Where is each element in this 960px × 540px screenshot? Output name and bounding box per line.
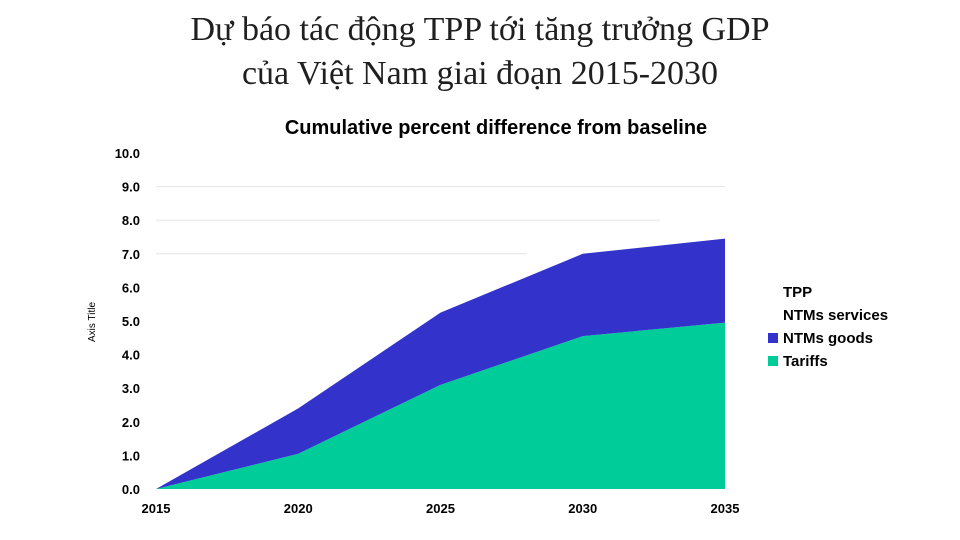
legend-swatch [768, 310, 778, 320]
y-tick-label: 1.0 [122, 448, 140, 463]
x-tick-label: 2025 [426, 501, 455, 516]
slide-title: Dự báo tác động TPP tới tăng trưởng GDP … [0, 8, 960, 96]
legend: TPP NTMs services NTMs goods Tariffs [768, 284, 888, 370]
areas [156, 238, 725, 489]
legend-label: NTMs services [783, 307, 888, 324]
y-tick-label: 10.0 [115, 146, 140, 161]
legend-label: NTMs goods [783, 330, 873, 347]
x-tick-labels: 2015 2020 2025 2030 2035 [142, 501, 740, 516]
y-tick-label: 0.0 [122, 482, 140, 497]
y-tick-label: 2.0 [122, 415, 140, 430]
x-tick-label: 2030 [568, 501, 597, 516]
legend-label: TPP [783, 284, 812, 301]
area-tariffs [156, 322, 725, 489]
legend-swatch [768, 356, 778, 366]
legend-label: Tariffs [783, 353, 828, 370]
chart-title: Cumulative percent difference from basel… [285, 117, 707, 139]
area-ntms-goods [156, 238, 725, 489]
legend-swatch [768, 287, 778, 297]
legend-swatch [768, 333, 778, 343]
y-tick-label: 7.0 [122, 247, 140, 262]
y-tick-label: 3.0 [122, 381, 140, 396]
y-tick-labels: 0.0 1.0 2.0 3.0 4.0 5.0 6.0 7.0 8.0 9.0 10.0 [115, 146, 140, 497]
slide-title-line-1: Dự báo tác động TPP tới tăng trưởng GDP [190, 11, 770, 48]
x-tick-label: 2020 [284, 501, 313, 516]
y-tick-label: 4.0 [122, 348, 140, 363]
y-tick-label: 9.0 [122, 180, 140, 195]
y-tick-label: 8.0 [122, 213, 140, 228]
y-tick-label: 5.0 [122, 314, 140, 329]
gridlines [156, 186, 725, 255]
x-tick-label: 2035 [711, 501, 740, 516]
x-tick-label: 2015 [142, 501, 171, 516]
y-axis-title: Axis Title [87, 302, 98, 342]
y-tick-label: 6.0 [122, 280, 140, 295]
slide-title-line-2: của Việt Nam giai đoạn 2015-2030 [241, 55, 719, 92]
